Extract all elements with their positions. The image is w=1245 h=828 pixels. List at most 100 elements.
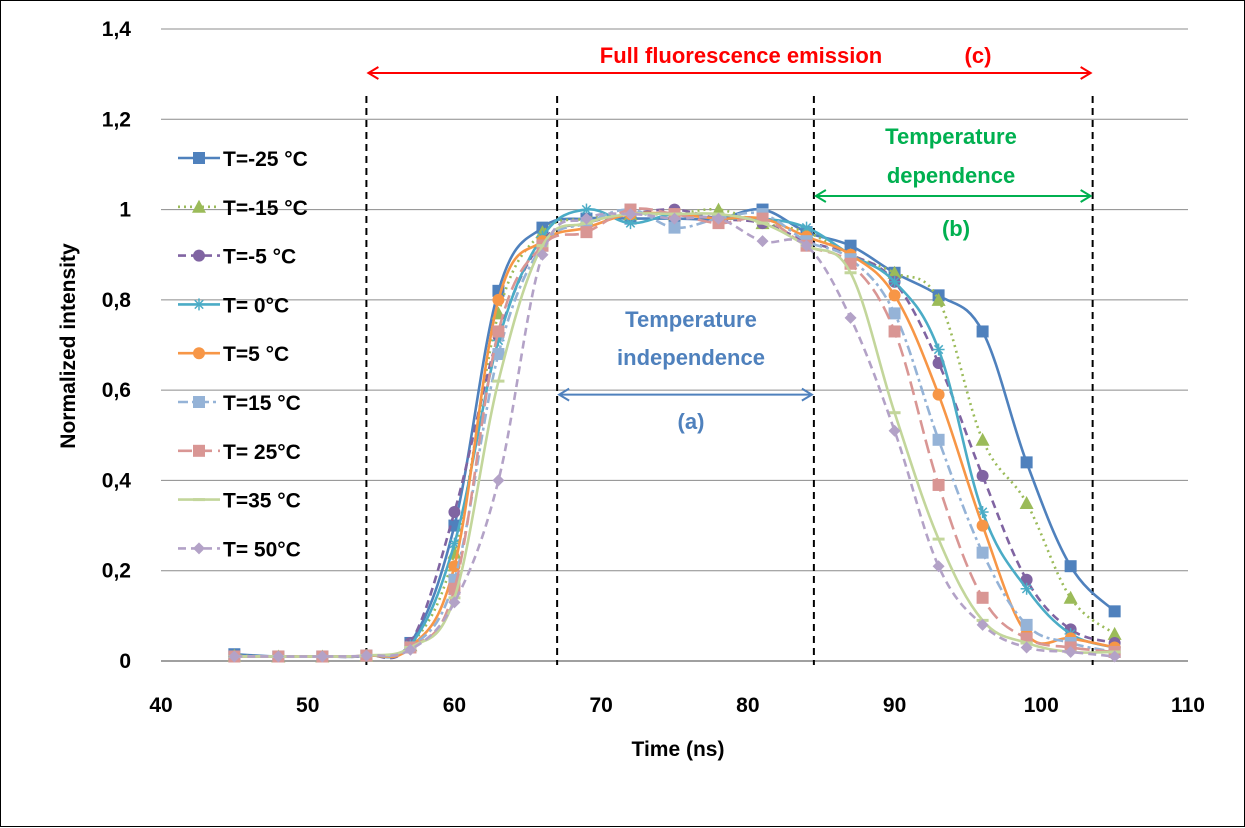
data-point <box>193 542 205 555</box>
y-tick-label: 0 <box>119 650 131 673</box>
data-point <box>975 432 990 446</box>
x-tick-label: 80 <box>736 694 759 717</box>
y-tick-label: 1,2 <box>102 108 131 131</box>
star-stroke <box>933 344 944 355</box>
data-point <box>888 275 901 288</box>
arrow-head-left <box>813 189 827 203</box>
legend-item: T=35 °C <box>178 490 301 513</box>
data-point <box>193 498 205 502</box>
data-point <box>448 596 461 609</box>
data-point <box>888 325 901 338</box>
data-point <box>976 546 989 559</box>
data-point <box>888 307 901 320</box>
data-point <box>932 478 945 491</box>
data-point <box>193 249 205 262</box>
x-tick-label: 60 <box>443 694 466 717</box>
y-tick-label: 1 <box>119 199 131 222</box>
data-point <box>536 244 549 248</box>
y-tick-label: 0,2 <box>102 560 131 583</box>
arrow-head-right <box>801 387 814 402</box>
data-point <box>712 212 725 225</box>
legend-label: T= 50°C <box>223 538 301 561</box>
data-point <box>888 424 901 437</box>
independence-label-line2: independence <box>617 345 765 370</box>
arrow-head-left <box>366 66 379 80</box>
legend-label: T=5 °C <box>223 343 289 366</box>
data-point <box>888 289 901 302</box>
star-stroke <box>1021 584 1032 594</box>
star-stroke <box>889 277 900 287</box>
dependence-label-line1: Temperature <box>885 124 1017 149</box>
series-line <box>234 212 1115 658</box>
legend-item: T=-15 °C <box>178 197 308 220</box>
data-point <box>492 325 505 338</box>
series-lines <box>227 202 1122 663</box>
data-point <box>1064 560 1077 573</box>
dependence-label-line2: dependence <box>887 163 1015 188</box>
data-point <box>976 618 989 631</box>
dependence-tag: (b) <box>942 216 970 241</box>
y-tick-label: 0,6 <box>102 379 131 402</box>
x-tick-label: 110 <box>1171 694 1205 717</box>
data-point <box>888 411 901 415</box>
legend-label: T=-25 °C <box>223 148 308 171</box>
y-tick-label: 0,4 <box>102 469 132 492</box>
legend-label: T=15 °C <box>223 392 301 415</box>
legend-label: T=-15 °C <box>223 197 308 220</box>
data-point <box>976 519 989 532</box>
data-point <box>976 325 989 338</box>
data-point <box>492 348 505 361</box>
data-point <box>844 239 857 252</box>
data-point <box>536 248 549 261</box>
data-point <box>932 343 945 356</box>
data-point <box>756 235 769 248</box>
data-point <box>492 379 505 383</box>
legend-item: T=5 °C <box>178 343 289 366</box>
series-t-50-c <box>228 208 1121 663</box>
data-point <box>932 560 945 573</box>
x-tick-label: 40 <box>149 694 172 717</box>
data-point <box>492 293 505 306</box>
legend-item: T= 50°C <box>178 538 301 561</box>
data-point <box>976 591 989 604</box>
data-point <box>448 560 461 573</box>
data-point <box>448 506 461 519</box>
data-point <box>756 221 769 225</box>
star-stroke <box>449 538 460 549</box>
legend-item: T=-25 °C <box>178 148 308 171</box>
arrow-head-right <box>1080 189 1093 203</box>
data-point <box>932 433 945 446</box>
data-point <box>1020 582 1033 595</box>
data-point <box>1064 645 1077 658</box>
x-tick-label: 50 <box>296 694 319 717</box>
data-point <box>193 396 205 408</box>
full-emission-tag: (c) <box>965 43 992 68</box>
star-stroke <box>625 218 636 228</box>
data-point <box>580 226 593 239</box>
data-point <box>1020 456 1033 469</box>
data-point <box>193 444 205 457</box>
double-arrow <box>366 66 1093 80</box>
data-point <box>668 212 681 225</box>
x-axis-label: Time (ns) <box>632 738 725 761</box>
data-point <box>1020 618 1033 631</box>
independence-tag: (a) <box>678 409 705 434</box>
data-point <box>193 152 205 164</box>
data-point <box>887 265 902 279</box>
legend-label: T=-5 °C <box>223 246 296 269</box>
data-point <box>624 208 637 221</box>
data-point <box>1108 605 1121 618</box>
legend-item: T= 25°C <box>178 441 301 464</box>
annotations: Full fluorescence emission (c) Temperatu… <box>366 43 1093 434</box>
data-point <box>931 292 946 306</box>
star-stroke <box>581 204 592 215</box>
legend-item: T=15 °C <box>178 392 301 415</box>
full-emission-label: Full fluorescence emission <box>600 43 882 68</box>
y-tick-labels: 0 0,2 0,4 0,6 0,8 1 1,2 1,4 <box>102 18 132 673</box>
legend-label: T=35 °C <box>223 490 301 513</box>
data-point <box>580 212 593 225</box>
y-tick-label: 0,8 <box>102 289 132 312</box>
data-point <box>272 650 285 663</box>
data-point <box>316 650 329 663</box>
